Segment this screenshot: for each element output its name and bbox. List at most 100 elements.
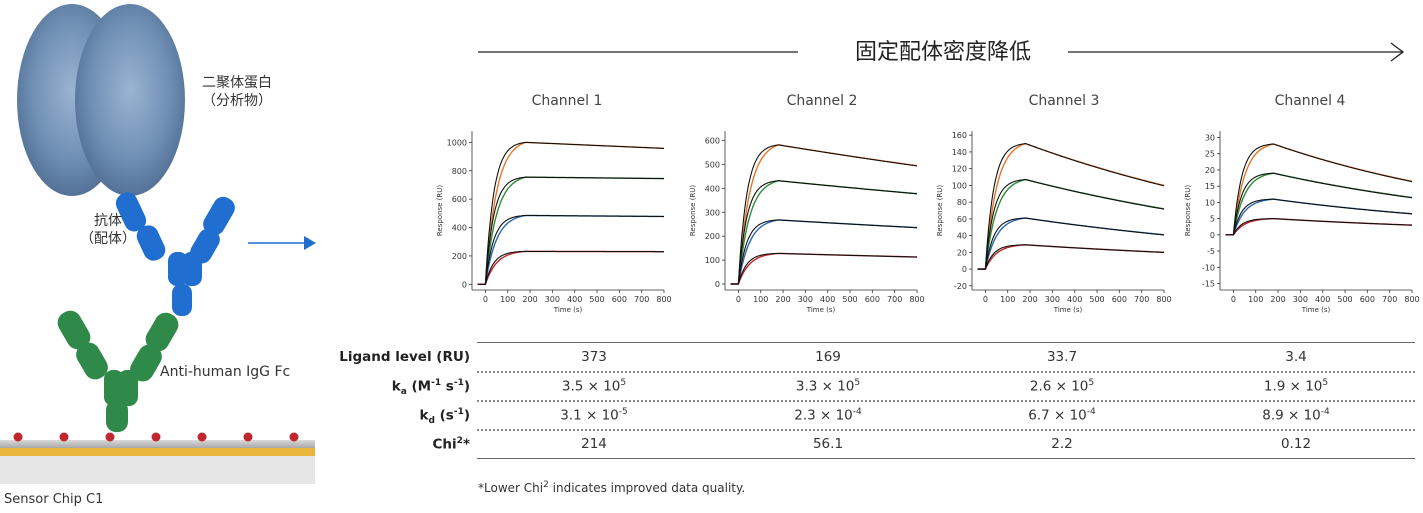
right-arrow-icon xyxy=(248,236,316,250)
fit-orange-line xyxy=(730,144,918,285)
y-tick-label: 0 xyxy=(462,280,467,289)
y-tick-label: 10 xyxy=(1205,198,1215,207)
y-tick-label: 500 xyxy=(705,160,720,169)
ligand-label-line2: （配体） xyxy=(80,231,136,247)
fit-orange-line xyxy=(477,141,664,285)
footnote: *Lower Chi2 indicates improved data qual… xyxy=(478,480,746,495)
table-cell: 2.3 × 10-4 xyxy=(794,407,862,424)
analyte-label: 二聚体蛋白 （分析物） xyxy=(192,74,282,110)
table-cell: 8.9 × 10-4 xyxy=(1262,407,1330,424)
table-row-divider xyxy=(477,429,1415,431)
ligand-label: 抗体 （配体） xyxy=(78,212,138,248)
table-row-divider xyxy=(477,371,1415,373)
x-tick-label: 400 xyxy=(820,295,835,304)
y-tick-label: 40 xyxy=(957,232,967,241)
x-tick-label: 700 xyxy=(887,295,902,304)
x-tick-label: 0 xyxy=(1231,295,1236,304)
table-cell: 33.7 xyxy=(1046,349,1078,365)
x-tick-label: 100 xyxy=(1248,295,1263,304)
table-cell: 0.12 xyxy=(1280,436,1312,452)
x-tick-label: 200 xyxy=(775,295,790,304)
x-tick-label: 600 xyxy=(612,295,627,304)
series-orange-line xyxy=(977,142,1165,270)
x-tick-label: 600 xyxy=(1112,295,1127,304)
y-tick-label: 120 xyxy=(952,165,967,174)
x-tick-label: 0 xyxy=(983,295,988,304)
y-tick-label: 600 xyxy=(705,137,720,146)
fit-red-line xyxy=(730,252,918,285)
fit-blue-line xyxy=(730,219,918,285)
table-row-chi2: Chi2* 214 56.1 2.2 0.12 xyxy=(325,431,1415,458)
analyte-label-line2: （分析物） xyxy=(202,93,272,109)
x-tick-label: 800 xyxy=(656,295,671,304)
channel-1-title: Channel 1 xyxy=(531,93,603,109)
x-tick-label: 400 xyxy=(567,295,582,304)
x-tick-label: 100 xyxy=(500,295,515,304)
x-tick-label: 800 xyxy=(1156,295,1171,304)
y-tick-label: 0 xyxy=(715,280,720,289)
x-tick-label: 100 xyxy=(1000,295,1015,304)
y-tick-label: 160 xyxy=(952,131,967,140)
table-cell: 3.5 × 105 xyxy=(561,378,627,395)
series-blue-line xyxy=(730,219,918,285)
y-tick-label: -5 xyxy=(1207,247,1215,256)
fit-red-line xyxy=(977,244,1164,270)
y-tick-label: -20 xyxy=(954,282,967,291)
channel-3-title: Channel 3 xyxy=(1028,93,1100,109)
y-tick-label: -10 xyxy=(1202,263,1215,272)
x-tick-label: 500 xyxy=(1337,295,1352,304)
y-tick-label: 20 xyxy=(957,248,967,257)
x-tick-label: 600 xyxy=(865,295,880,304)
fit-blue-line xyxy=(1225,198,1413,236)
x-tick-label: 800 xyxy=(1404,295,1419,304)
y-tick-label: 0 xyxy=(962,265,967,274)
table-cell: 3.1 × 10-5 xyxy=(560,407,628,424)
y-tick-label: 140 xyxy=(952,148,967,157)
y-tick-label: 200 xyxy=(705,232,720,241)
sensorgram-channel-1: 0 200 400 600 800 1000 0 100 200 300 400 500 600 700 8… xyxy=(436,131,672,314)
y-tick-label: 80 xyxy=(957,198,967,207)
y-tick-label: 60 xyxy=(957,215,967,224)
schematic-illustration xyxy=(0,4,316,484)
x-tick-label: 200 xyxy=(522,295,537,304)
table-cell: 56.1 xyxy=(812,436,844,452)
fit-orange-line xyxy=(1225,143,1413,236)
table-row-ka: ka (M-1 s-1) 3.5 × 105 3.3 × 105 2.6 × 1… xyxy=(325,373,1415,400)
chip-label: Sensor Chip C1 xyxy=(4,492,104,507)
table-row-ligand-level: Ligand level (RU) 373 169 33.7 3.4 xyxy=(325,344,1415,371)
fit-green-line xyxy=(730,180,918,285)
fit-blue-line xyxy=(477,214,664,285)
x-tick-label: 800 xyxy=(909,295,924,304)
y-tick-label: 100 xyxy=(705,256,720,265)
table-row-divider xyxy=(477,400,1415,402)
capture-antibody-icon xyxy=(57,310,179,432)
y-tick-label: 600 xyxy=(452,195,467,204)
x-tick-label: 400 xyxy=(1315,295,1330,304)
capture-label: Anti-human IgG Fc xyxy=(160,364,291,380)
series-orange-line xyxy=(477,141,664,285)
x-axis-label: Time (s) xyxy=(1301,306,1331,314)
x-tick-label: 700 xyxy=(634,295,649,304)
x-tick-label: 200 xyxy=(1270,295,1285,304)
y-axis-label: Response (RU) xyxy=(436,185,444,237)
fit-green-line xyxy=(977,178,1165,270)
table-cell: 169 xyxy=(815,349,841,365)
y-tick-label: 300 xyxy=(705,208,720,217)
x-tick-label: 600 xyxy=(1360,295,1375,304)
x-tick-label: 500 xyxy=(589,295,604,304)
y-axis-label: Response (RU) xyxy=(1184,185,1192,237)
y-tick-label: 5 xyxy=(1210,215,1215,224)
table-cell: 2.6 × 105 xyxy=(1029,378,1095,395)
y-tick-label: 15 xyxy=(1205,182,1215,191)
y-tick-label: 20 xyxy=(1205,166,1215,175)
channel-4-title: Channel 4 xyxy=(1274,93,1346,109)
y-tick-label: 100 xyxy=(952,181,967,190)
y-tick-label: 800 xyxy=(452,167,467,176)
fit-green-line xyxy=(1225,172,1413,236)
series-green-line xyxy=(730,179,918,285)
fit-green-line xyxy=(477,176,664,285)
x-tick-label: 0 xyxy=(736,295,741,304)
y-tick-label: 30 xyxy=(1205,133,1215,142)
table-bottom-rule xyxy=(477,458,1415,459)
